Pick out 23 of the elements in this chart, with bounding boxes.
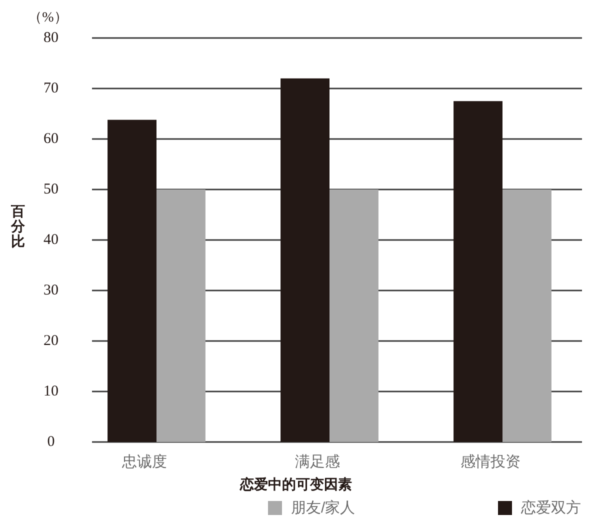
text: （%） <box>28 10 68 26</box>
legend-label: 朋友/家人 <box>291 500 356 516</box>
y-tick-label: 10 <box>44 384 58 400</box>
y-tick-label: 40 <box>44 232 58 248</box>
y-tick-label: 60 <box>44 131 58 147</box>
y-tick-label: 0 <box>47 434 55 450</box>
y-axis-title: 百分比 <box>10 203 26 249</box>
bar <box>156 190 206 442</box>
y-tick-label: 50 <box>44 182 58 198</box>
bar <box>330 190 378 442</box>
legend-label: 恋爱双方 <box>520 500 581 516</box>
x-tick-label: 感情投资 <box>460 454 520 470</box>
y-tick-label: 70 <box>44 80 58 96</box>
y-tick-label: 80 <box>44 30 58 46</box>
y-tick-label: 20 <box>44 333 58 349</box>
bar <box>108 120 156 442</box>
x-tick-label: 忠诚度 <box>121 454 167 470</box>
y-tick-label: 30 <box>44 282 58 298</box>
bar <box>280 78 330 442</box>
bar <box>454 101 502 442</box>
x-tick-label: 满足感 <box>295 454 340 470</box>
x-axis-title: 恋爱中的可变因素 <box>239 476 352 492</box>
bar <box>502 190 552 442</box>
